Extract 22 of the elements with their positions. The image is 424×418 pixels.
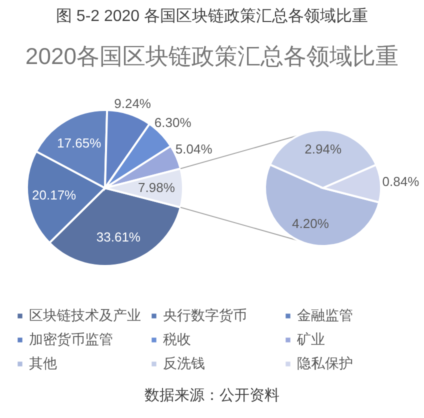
data-label: 4.20% [292,216,330,232]
data-label: 9.24% [114,96,152,112]
data-label: 2.94% [304,142,342,157]
chart-subtitle: 2020各国区块链政策汇总各领域比重 [25,43,399,69]
chart-title: 图 5-2 2020 各国区块链政策汇总各领域比重 [56,7,368,25]
legend-label: 区块链技术及产业 [29,307,141,323]
data-label: 7.98% [138,180,176,195]
legend-label: 央行数字货币 [163,307,247,323]
legend-label: 矿业 [296,331,325,347]
data-label: 6.30% [154,114,192,130]
data-label: 0.84% [382,174,420,189]
legend-label: 反洗钱 [163,355,205,371]
data-label: 5.04% [175,141,213,156]
legend-label: 金融监管 [297,307,353,323]
legend-label: 隐私保护 [297,355,353,371]
data-label: 20.17% [32,187,77,202]
legend-label: 税收 [163,331,191,347]
source-note: 数据来源：公开资料 [144,387,280,404]
legend-label: 加密货币监管 [29,331,113,347]
data-label: 17.65% [57,136,102,151]
legend-label: 其他 [29,355,57,371]
data-label: 33.61% [96,230,141,245]
